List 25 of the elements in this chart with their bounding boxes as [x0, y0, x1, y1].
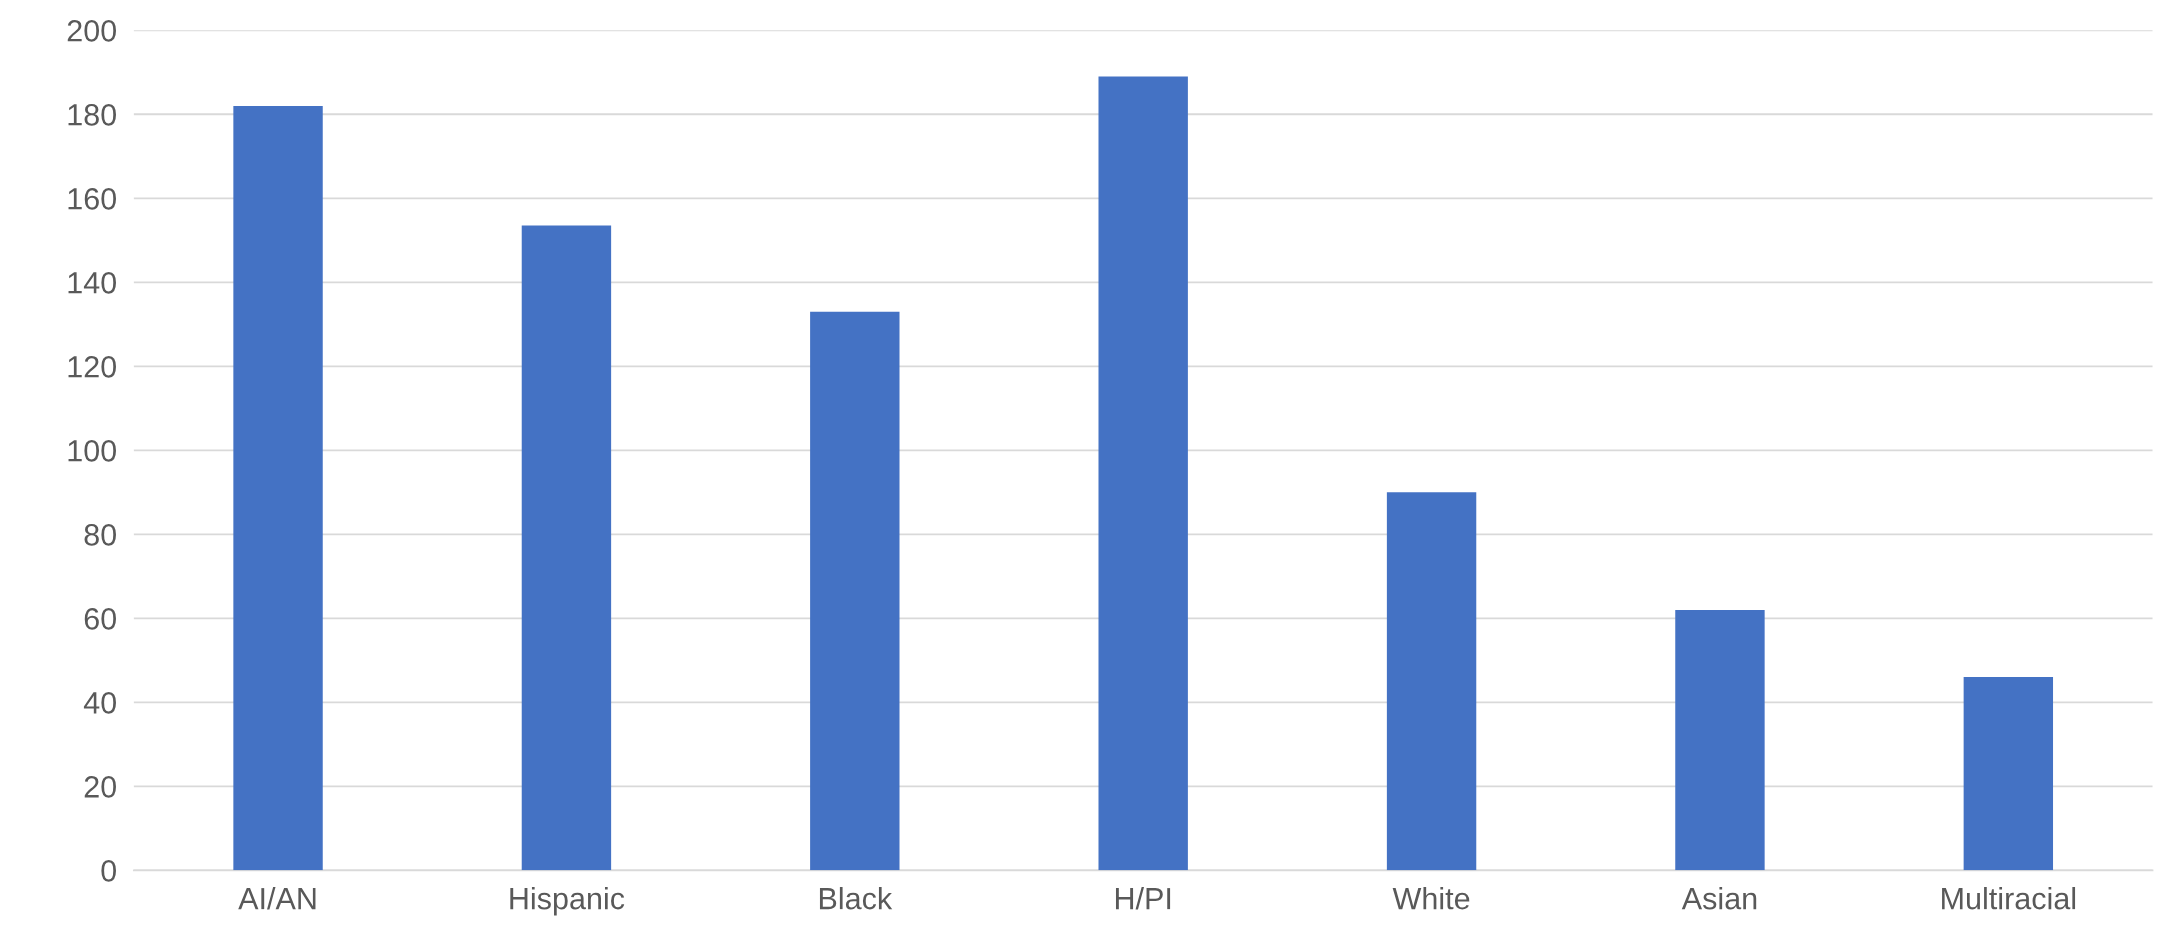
x-tick-label: White [1392, 886, 1470, 910]
y-tick-label: 180 [68, 104, 116, 126]
y-tick-label: 120 [68, 356, 116, 378]
y-tick-label: 200 [67, 20, 116, 42]
bar [1386, 492, 1477, 871]
bar [1963, 677, 2054, 871]
bar [233, 105, 323, 871]
bar [521, 225, 612, 871]
x-tick-label: Asian [1681, 886, 1757, 910]
bar [810, 311, 900, 871]
y-tick-label: 160 [68, 188, 116, 210]
x-tick-label: Multiracial [1942, 886, 2076, 910]
y-tick-label: 0 [101, 860, 116, 882]
x-tick-label: AI/AN [238, 886, 316, 910]
x-tick-label: H/PI [1115, 886, 1171, 910]
x-tick-label: Black [819, 886, 893, 910]
y-tick-label: 80 [84, 524, 116, 546]
y-tick-label: 40 [83, 692, 116, 714]
y-tick-label: 20 [84, 776, 116, 798]
bar [1675, 609, 1765, 871]
y-tick-label: 140 [68, 272, 116, 294]
y-tick-label: 60 [84, 608, 116, 630]
bar [1098, 76, 1188, 871]
x-tick-label: Hispanic [510, 886, 625, 916]
y-tick-label: 100 [68, 440, 116, 462]
